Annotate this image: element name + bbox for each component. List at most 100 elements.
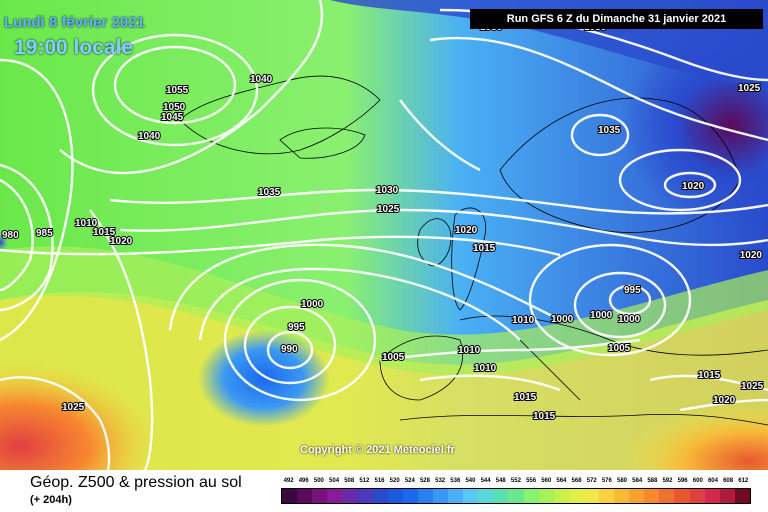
legend-swatch <box>659 489 675 503</box>
legend-value: 576 <box>601 478 612 484</box>
isobar-label: 1035 <box>598 125 621 136</box>
legend-swatch <box>689 489 705 503</box>
isobar-label: 1040 <box>138 131 161 142</box>
legend-swatch <box>417 489 433 503</box>
legend-swatch <box>734 489 750 503</box>
forecast-date: Lundi 8 février 2021 <box>4 14 145 31</box>
isobar-label: 1050 <box>163 102 186 113</box>
isobar-label: 980 <box>2 230 19 241</box>
legend-value: 592 <box>662 478 673 484</box>
legend-swatch <box>402 489 418 503</box>
isobar-label: 1010 <box>474 363 497 374</box>
legend-labels: 492 496 500 504 508 512 516 520 524 528 532 536 540 5… <box>281 478 751 488</box>
legend-swatch <box>448 489 464 503</box>
isobar-label: 1015 <box>473 243 496 254</box>
legend-swatch <box>704 489 720 503</box>
isobar-label: 995 <box>624 285 641 296</box>
isobar-label: 1020 <box>682 181 705 192</box>
isobar-label: 1030 <box>376 185 399 196</box>
isobar-label: 995 <box>288 322 305 333</box>
isobar-label: 985 <box>36 228 53 239</box>
legend-swatch <box>674 489 690 503</box>
model-run-label: Run GFS 6 Z du Dimanche 31 janvier 2021 <box>470 9 763 29</box>
isobar-label: 1025 <box>741 381 764 392</box>
legend-swatch <box>342 489 358 503</box>
color-legend: 492 496 500 504 508 512 516 520 524 528 532 536 540 5… <box>281 478 751 508</box>
isobars <box>0 0 768 470</box>
isobar-label: 1010 <box>512 315 535 326</box>
legend-swatch <box>493 489 509 503</box>
isobar-label: 1020 <box>713 395 736 406</box>
legend-value: 580 <box>617 478 628 484</box>
isobar-label: 1010 <box>458 345 481 356</box>
legend-swatch <box>478 489 494 503</box>
legend-swatch <box>553 489 569 503</box>
isobar-label: 1055 <box>166 85 189 96</box>
isobar-label: 1025 <box>738 83 761 94</box>
legend-swatch <box>719 489 735 503</box>
isobar-label: 1040 <box>250 74 273 85</box>
legend-value: 548 <box>495 478 506 484</box>
legend-swatch <box>357 489 373 503</box>
legend-value: 508 <box>344 478 355 484</box>
legend-swatch <box>372 489 388 503</box>
legend-value: 572 <box>586 478 597 484</box>
legend-value: 540 <box>465 478 476 484</box>
isobar-label: 1025 <box>377 204 400 215</box>
isobar-label: 1015 <box>698 370 721 381</box>
legend-value: 556 <box>526 478 537 484</box>
legend-value: 496 <box>298 478 309 484</box>
legend-swatch <box>598 489 615 503</box>
legend-value: 516 <box>374 478 385 484</box>
legend-swatch <box>568 489 584 503</box>
legend-value: 612 <box>738 478 749 484</box>
legend-value: 564 <box>556 478 567 484</box>
legend-swatch <box>583 489 599 503</box>
legend-swatch <box>312 489 328 503</box>
isobar-label: 1000 <box>590 310 613 321</box>
isobar-label: 1005 <box>608 343 631 354</box>
isobar-label: 1045 <box>161 112 184 123</box>
weather-map: 1055 1050 1045 1040 1040 1035 1030 1025 … <box>0 0 768 470</box>
copyright-notice: Copyright © 2021 Meteociel.fr <box>300 444 455 456</box>
isobar-label: 1000 <box>301 299 324 310</box>
isobar-label: 1015 <box>514 392 537 403</box>
legend-value: 604 <box>707 478 718 484</box>
legend-swatch <box>327 489 343 503</box>
legend-swatch <box>432 489 449 503</box>
legend-swatch <box>387 489 403 503</box>
legend-value: 560 <box>541 478 552 484</box>
legend-swatch <box>644 489 660 503</box>
isobar-label: 1035 <box>258 187 281 198</box>
isobar-label: 1020 <box>110 236 133 247</box>
isobar-label: 1000 <box>618 314 641 325</box>
legend-value: 512 <box>359 478 370 484</box>
legend-value: 600 <box>692 478 703 484</box>
isobar-label: 1025 <box>62 402 85 413</box>
legend-value: 588 <box>647 478 658 484</box>
isobar-label: 1000 <box>551 314 574 325</box>
forecast-time: 19:00 locale <box>14 36 134 59</box>
legend-value: 552 <box>510 478 521 484</box>
legend-swatch <box>538 489 554 503</box>
legend-swatch <box>508 489 524 503</box>
map-footer: Géop. Z500 & pression au sol (+ 204h) 49… <box>0 470 768 512</box>
map-title: Géop. Z500 & pression au sol <box>30 474 242 491</box>
isobar-label: 1015 <box>533 411 556 422</box>
legend-swatch <box>282 489 298 503</box>
legend-value: 500 <box>313 478 324 484</box>
legend-value: 568 <box>571 478 582 484</box>
legend-swatch <box>523 489 539 503</box>
legend-value: 536 <box>450 478 461 484</box>
legend-swatch <box>629 489 645 503</box>
legend-value: 504 <box>329 478 340 484</box>
isobar-labels: 1055 1050 1045 1040 1040 1035 1030 1025 … <box>1 21 765 423</box>
isobar-label: 990 <box>281 344 298 355</box>
legend-value: 520 <box>389 478 400 484</box>
isobar-label: 1010 <box>75 218 98 229</box>
forecast-offset: (+ 204h) <box>30 494 72 506</box>
legend-value: 584 <box>632 478 643 484</box>
legend-value: 608 <box>723 478 734 484</box>
legend-swatch <box>614 489 630 503</box>
isobar-label: 1020 <box>455 225 478 236</box>
